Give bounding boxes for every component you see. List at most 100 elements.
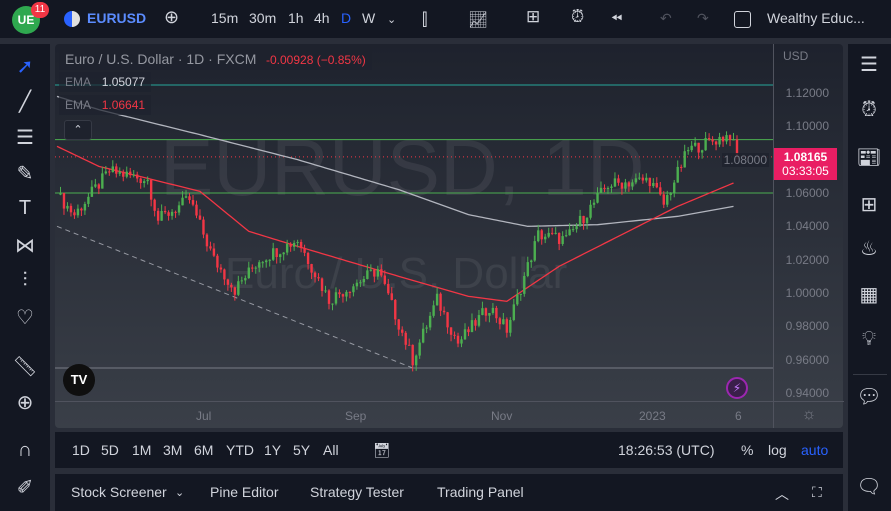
time-axis[interactable]: Jul Sep Nov 2023 6 <box>55 401 773 428</box>
alarm-clock-icon[interactable]: ⏰︎ <box>861 99 877 121</box>
tradingview-logo[interactable]: TV <box>63 364 95 396</box>
tab-strategy-tester[interactable]: Strategy Tester <box>310 484 404 500</box>
interval-15m[interactable]: 15m <box>211 10 239 26</box>
redo-icon[interactable]: ↷ <box>697 10 709 26</box>
interval-w[interactable]: W <box>362 10 376 26</box>
range-3m[interactable]: 3M <box>163 442 183 458</box>
candle-up <box>111 166 114 173</box>
candle-up <box>334 292 338 304</box>
range-1m[interactable]: 1M <box>132 442 152 458</box>
interval-30m[interactable]: 30m <box>249 10 277 26</box>
tab-stock-screener[interactable]: Stock Screener <box>71 484 167 500</box>
candle-down <box>714 141 718 145</box>
calendar-icon[interactable]: ▦ <box>859 284 879 306</box>
expand-panel-icon[interactable]: ︿ <box>775 486 789 502</box>
price-tick: 1.00000 <box>785 286 829 300</box>
lock-drawing-icon[interactable]: ✐ <box>16 477 34 499</box>
layout-name[interactable]: Wealthy Educ... <box>767 10 865 26</box>
chart-pane[interactable]: EURUSD, 1D Euro / U.S. Dollar Euro / U.S… <box>55 44 843 428</box>
tab-trading-panel[interactable]: Trading Panel <box>437 484 524 500</box>
collapse-legend-button[interactable]: ⌃ <box>64 120 92 140</box>
zoom-icon[interactable]: ⊕ <box>16 392 34 414</box>
candle-down <box>641 177 645 181</box>
text-icon[interactable]: T <box>18 197 32 219</box>
trendline-icon[interactable]: ╱ <box>18 91 32 113</box>
symbol-search[interactable]: EURUSD <box>87 10 147 26</box>
ruler-icon[interactable]: 📏︎ <box>12 356 38 378</box>
price-axis[interactable]: USD 1.12000 1.10000 1.08000 1.06000 1.04000 1… <box>721 44 844 428</box>
lightning-icon[interactable]: ⚡︎ <box>726 377 748 399</box>
candle-up <box>526 262 529 276</box>
candle-type-icon[interactable]: ⫿ <box>422 10 428 29</box>
indicators-icon[interactable]: 📈︎ <box>468 12 489 29</box>
watchlist-icon[interactable]: ☰ <box>860 54 878 76</box>
drawing-toolbar: ➚ ╱ ☰ ✎ T ⋈ ⫶ ♡ 📏︎ ⊕ ∩ ✐ <box>0 44 50 511</box>
chevron-down-icon[interactable]: ⌄ <box>387 14 397 26</box>
maximize-icon[interactable]: ⛶ <box>812 484 822 500</box>
date-range-icon[interactable]: 📅︎ <box>373 442 391 458</box>
range-all[interactable]: All <box>323 442 339 458</box>
fullscreen-checkbox[interactable] <box>734 11 751 28</box>
undo-icon[interactable]: ↶ <box>660 10 672 26</box>
candle-up <box>177 205 181 213</box>
news-icon[interactable]: 📰︎ <box>856 147 882 169</box>
compare-add-icon[interactable]: ⊕ <box>164 7 180 27</box>
interval-4h[interactable]: 4h <box>314 10 330 26</box>
interval-d[interactable]: D <box>341 10 352 26</box>
settings-gear-icon[interactable]: ☼ <box>774 401 844 428</box>
range-6m[interactable]: 6M <box>194 442 214 458</box>
prediction-icon[interactable]: ⫶ <box>22 269 28 291</box>
hotlist-fire-icon[interactable]: ♨ <box>860 238 878 260</box>
messages-icon[interactable]: 🗨︎ <box>856 476 882 498</box>
templates-icon[interactable]: ⊞ <box>526 7 541 26</box>
candle-down <box>80 208 83 211</box>
notification-badge: 11 <box>31 2 49 18</box>
auto-toggle[interactable]: auto <box>801 442 829 458</box>
range-ytd[interactable]: YTD <box>226 442 254 458</box>
pattern-icon[interactable]: ⋈ <box>15 235 35 257</box>
candle-up <box>488 312 491 316</box>
add-note-icon[interactable]: ⊞ <box>860 194 878 216</box>
range-1y[interactable]: 1Y <box>264 442 282 458</box>
chevron-down-icon[interactable]: ⌄ <box>175 487 185 499</box>
candle-up <box>265 260 268 263</box>
candle-down <box>680 166 683 168</box>
candle-down <box>617 178 620 183</box>
candle-down <box>540 230 543 240</box>
range-5d[interactable]: 5D <box>101 442 119 458</box>
magnet-icon[interactable]: ∩ <box>17 439 33 461</box>
range-5y[interactable]: 5Y <box>293 442 311 458</box>
chat-icon[interactable]: 💬︎ <box>856 386 882 408</box>
candle-up <box>568 229 571 236</box>
candle-up <box>509 320 512 333</box>
currency-selector[interactable]: USD <box>783 49 809 63</box>
heart-icon[interactable]: ♡ <box>16 307 34 329</box>
candle-down <box>226 279 230 285</box>
last-price: 1.08165 <box>783 150 828 164</box>
interval-1h[interactable]: 1h <box>288 10 304 26</box>
log-toggle[interactable]: log <box>768 442 787 458</box>
brush-icon[interactable]: ✎ <box>16 163 34 185</box>
price-chart[interactable] <box>55 44 773 401</box>
ema-200-legend[interactable]: EMA 1.05077 <box>59 72 152 92</box>
percent-toggle[interactable]: % <box>741 442 754 458</box>
fib-icon[interactable]: ☰ <box>16 127 34 149</box>
watermark-symbol: EURUSD, 1D <box>160 123 645 212</box>
price-tick: 1.08000 <box>721 152 769 167</box>
candle-down <box>209 246 212 249</box>
replay-icon[interactable]: ⏪︎ <box>611 10 623 26</box>
candle-up <box>418 342 421 356</box>
ema-50-legend[interactable]: EMA 1.06641 <box>59 95 152 115</box>
candle-down <box>411 344 414 366</box>
candle-up <box>184 196 188 198</box>
clock-timezone[interactable]: 18:26:53 (UTC) <box>618 442 715 458</box>
cursor-icon[interactable]: ➚ <box>16 56 34 78</box>
candle-down <box>442 310 446 313</box>
price-tick: 1.12000 <box>785 86 829 100</box>
candle-down <box>505 319 509 333</box>
tab-pine-editor[interactable]: Pine Editor <box>210 484 279 500</box>
candle-down <box>735 139 739 157</box>
range-1d[interactable]: 1D <box>72 442 90 458</box>
alert-icon[interactable]: ⏰︎ <box>571 7 585 26</box>
ideas-lightbulb-icon[interactable]: 💡︎ <box>862 328 876 350</box>
